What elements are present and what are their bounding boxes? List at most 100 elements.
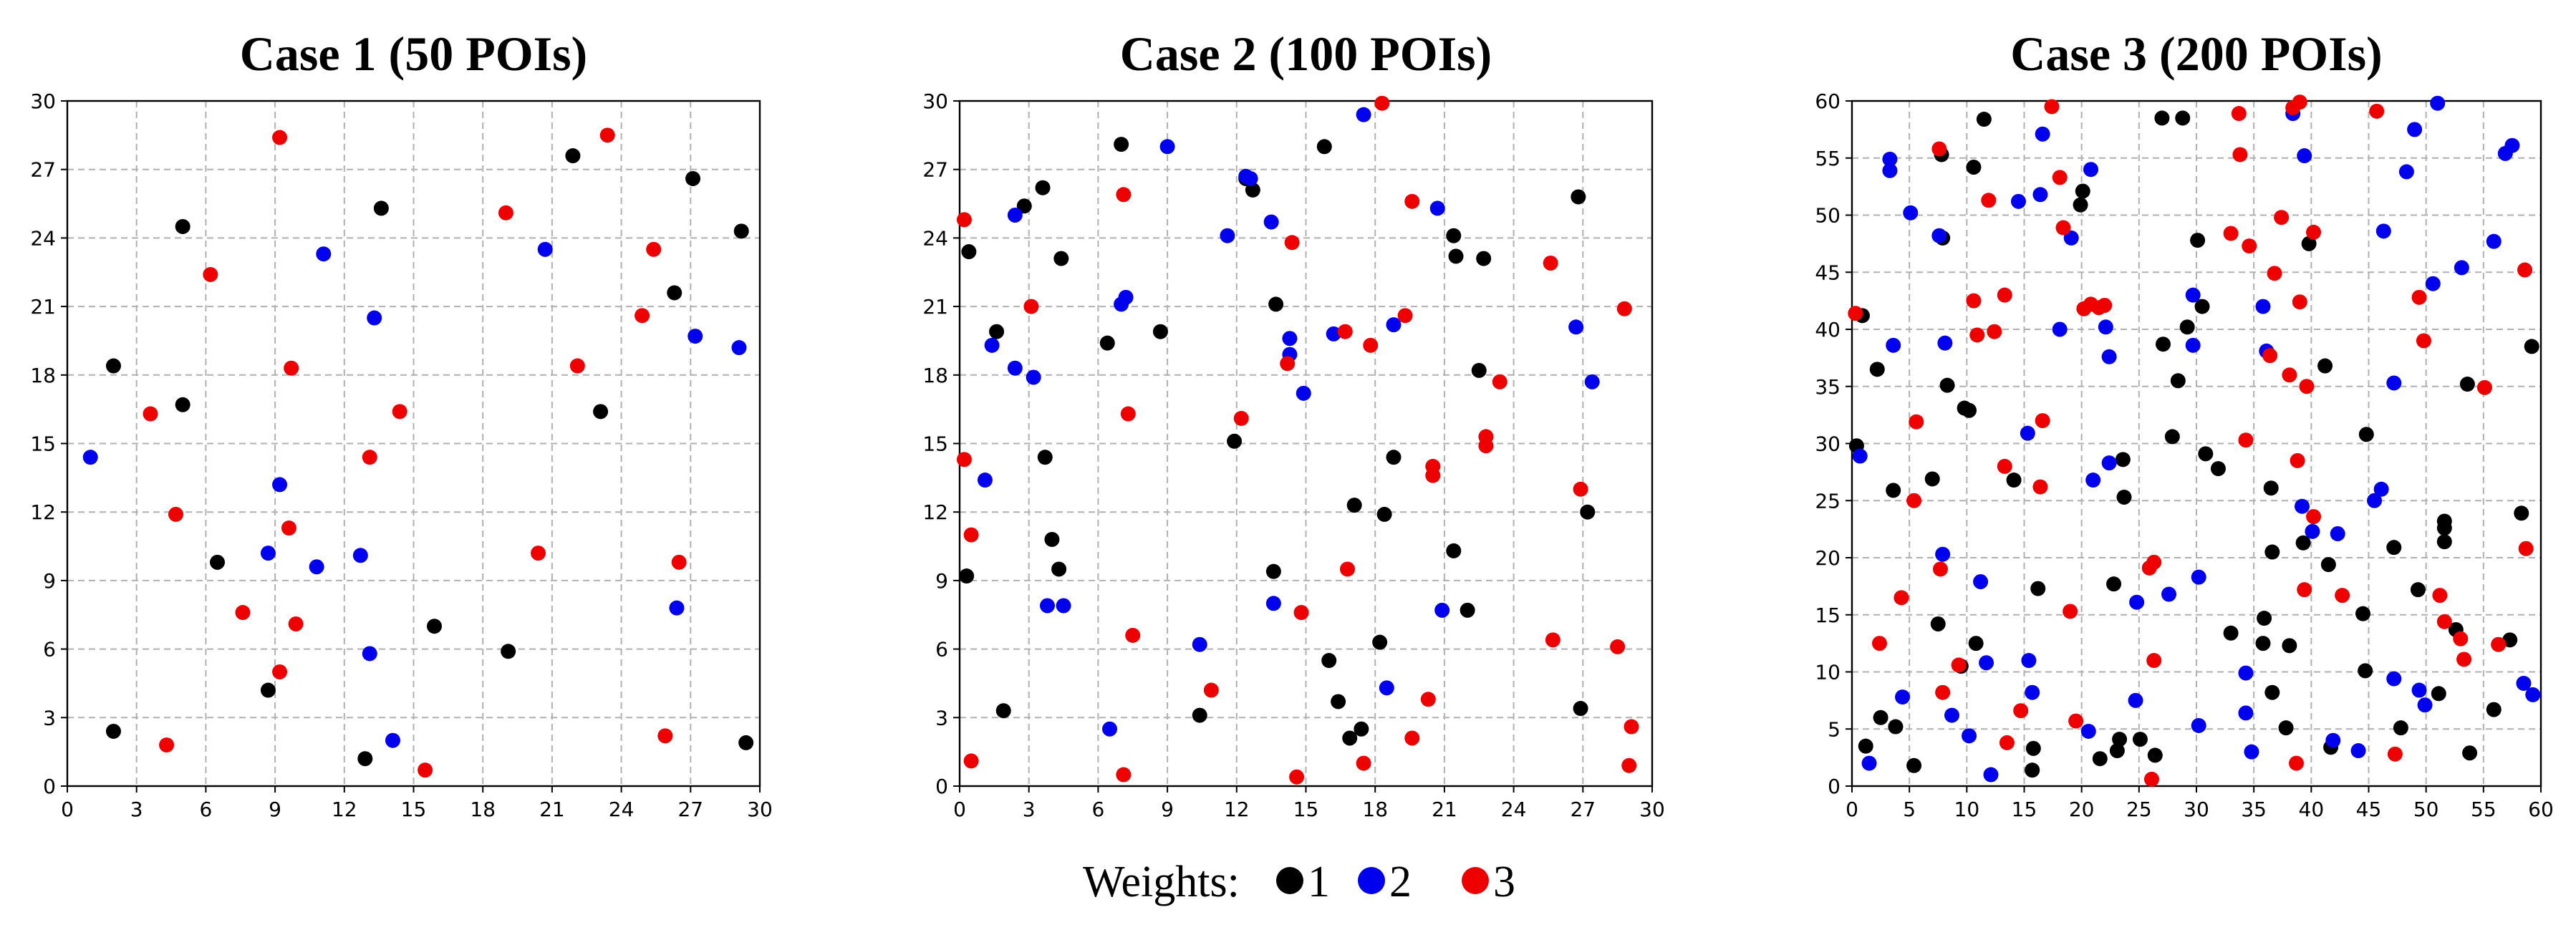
x-tick-label: 24 (1501, 798, 1527, 821)
panel-title: Case 3 (200 POIs) (2010, 26, 2382, 81)
poi-point-weight-1 (105, 723, 121, 739)
y-tick-label: 9 (43, 569, 56, 593)
poi-point-weight-2 (2010, 193, 2026, 209)
poi-point-weight-3 (2306, 509, 2322, 525)
poi-point-weight-2 (1895, 689, 1911, 705)
poi-point-weight-1 (2132, 732, 2148, 747)
poi-point-weight-1 (1386, 450, 1402, 465)
poi-point-weight-3 (2223, 226, 2239, 241)
poi-point-weight-3 (2044, 99, 2060, 115)
poi-point-weight-1 (2502, 632, 2518, 648)
poi-point-weight-3 (203, 266, 218, 282)
poi-point-weight-1 (1321, 653, 1337, 669)
poi-point-weight-1 (501, 644, 516, 659)
poi-point-weight-2 (2185, 287, 2201, 303)
poi-point-weight-2 (1007, 360, 1023, 376)
poi-point-weight-2 (2191, 717, 2206, 733)
poi-point-weight-2 (2161, 586, 2177, 602)
poi-point-weight-3 (2491, 636, 2507, 652)
poi-point-weight-1 (685, 170, 701, 186)
poi-point-weight-3 (2238, 432, 2254, 448)
poi-point-weight-2 (977, 473, 993, 488)
poi-point-weight-2 (2098, 319, 2113, 335)
poi-point-weight-1 (2175, 110, 2191, 126)
poi-point-weight-1 (357, 751, 373, 767)
poi-point-weight-3 (2292, 95, 2307, 110)
x-tick-label: 0 (61, 798, 74, 821)
poi-point-weight-3 (1848, 306, 1863, 321)
poi-point-weight-2 (2238, 705, 2254, 721)
poi-point-weight-1 (2431, 686, 2446, 702)
poi-point-weight-3 (284, 360, 299, 376)
poi-point-weight-3 (1909, 414, 1924, 430)
poi-point-weight-3 (1931, 141, 1947, 157)
poi-point-weight-2 (2516, 675, 2532, 691)
y-tick-label: 3 (935, 706, 948, 730)
poi-point-weight-3 (235, 605, 251, 621)
poi-point-weight-1 (2198, 446, 2214, 462)
poi-point-weight-3 (1363, 337, 1379, 353)
poi-point-weight-1 (995, 703, 1011, 719)
y-tick-label: 3 (43, 706, 56, 730)
poi-point-weight-3 (2517, 262, 2533, 278)
poi-point-weight-1 (1573, 701, 1588, 717)
poi-point-weight-1 (593, 404, 609, 420)
poi-point-weight-1 (1476, 251, 1492, 266)
poi-point-weight-1 (2436, 520, 2452, 536)
y-tick-label: 50 (1815, 204, 1841, 228)
poi-point-weight-1 (2317, 358, 2333, 374)
poi-point-weight-2 (1007, 208, 1023, 223)
poi-point-weight-2 (2129, 594, 2145, 610)
poi-point-weight-3 (635, 308, 650, 324)
poi-point-weight-1 (1376, 506, 1392, 522)
poi-point-weight-2 (2305, 523, 2320, 539)
x-tick-label: 10 (1954, 798, 1980, 821)
poi-point-weight-1 (2278, 720, 2294, 736)
poi-point-weight-3 (569, 358, 585, 374)
poi-point-weight-3 (2262, 348, 2278, 364)
poi-point-weight-3 (1404, 193, 1420, 209)
poi-point-weight-3 (1125, 627, 1141, 643)
poi-point-weight-2 (1852, 448, 1868, 464)
poi-point-weight-1 (2025, 740, 2041, 756)
poi-point-weight-3 (2456, 651, 2472, 667)
poi-point-weight-3 (418, 762, 433, 778)
poi-point-weight-1 (1968, 636, 1984, 651)
poi-point-weight-2 (537, 241, 553, 257)
scatter-panels: Case 1 (50 POIs)0 3 6 9 12 15 18 21 24 27 30036912… (30, 26, 2553, 821)
poi-point-weight-3 (2097, 298, 2113, 314)
poi-point-weight-3 (1573, 481, 1588, 497)
poi-point-weight-3 (1932, 561, 1948, 577)
poi-point-weight-2 (2373, 481, 2389, 497)
poi-point-weight-3 (1997, 458, 2012, 474)
x-tick-label: 9 (269, 798, 281, 821)
poi-point-weight-2 (2486, 233, 2502, 249)
scatter-panel-1: Case 1 (50 POIs) 0 3 6 9 12 15 18 21 24 27 30 0 3 6 9 12… (30, 26, 772, 821)
x-tick-label: 24 (609, 798, 635, 821)
x-tick-label: 25 (2126, 798, 2152, 821)
legend-entry-weight-1: 1 (1276, 858, 1330, 906)
poi-point-weight-2 (1220, 228, 1235, 243)
poi-point-weight-3 (2232, 147, 2248, 163)
x-tick-label: 30 (1639, 798, 1665, 821)
y-tick-label: 55 (1815, 147, 1841, 170)
poi-point-weight-2 (385, 732, 400, 748)
y-tick-label: 0 (935, 775, 948, 798)
poi-point-weight-3 (1545, 632, 1560, 648)
poi-point-weight-2 (2454, 260, 2469, 276)
poi-point-weight-3 (956, 212, 972, 228)
poi-point-weight-3 (498, 205, 513, 221)
poi-point-weight-3 (1871, 636, 1887, 651)
poi-point-weight-1 (1873, 709, 1888, 725)
poi-point-weight-1 (2514, 505, 2529, 521)
x-tick-label: 15 (1293, 798, 1319, 821)
poi-point-weight-1 (2486, 702, 2502, 717)
poi-point-weight-3 (671, 554, 687, 570)
poi-point-weight-2 (1296, 385, 1311, 401)
poi-point-weight-1 (2179, 319, 2195, 335)
series-weight-3 (1848, 95, 2534, 787)
y-tick-label: 18 (30, 364, 56, 387)
poi-point-weight-2 (2080, 723, 2096, 739)
poi-point-weight-1 (1037, 450, 1053, 465)
poi-point-weight-2 (1973, 573, 1989, 589)
